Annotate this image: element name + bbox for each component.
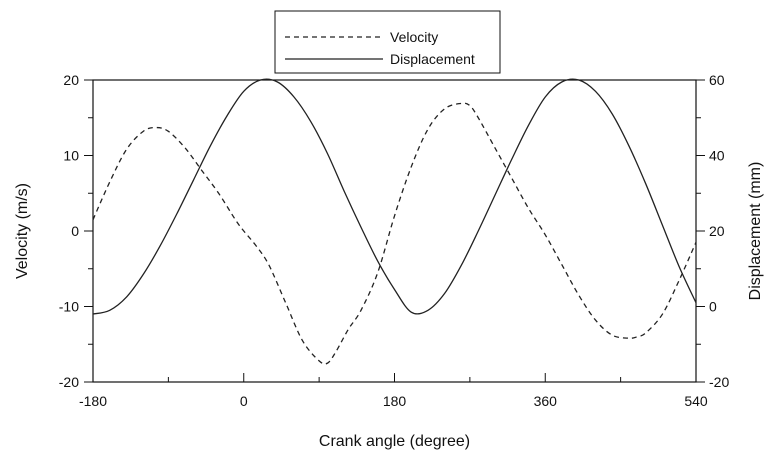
- legend-displacement-label: Displacement: [390, 51, 475, 67]
- displacement-series-line: [92, 78, 697, 315]
- y2-tick-label: 40: [709, 148, 725, 164]
- y-tick-label: -20: [59, 374, 79, 390]
- legend: Velocity Displacement: [274, 10, 501, 74]
- x-tick-label: 180: [383, 393, 407, 409]
- y-tick-label: 10: [63, 148, 79, 164]
- x-tick-label: 0: [240, 393, 248, 409]
- y2-axis-title: Displacement (mm): [747, 162, 764, 301]
- x-tick-label: 360: [534, 393, 558, 409]
- plot-frame: [92, 79, 697, 383]
- tick-marks: [84, 79, 705, 383]
- y2-tick-label: 0: [709, 299, 717, 315]
- x-axis-title: Crank angle (degree): [319, 433, 470, 450]
- legend-velocity-label: Velocity: [390, 29, 438, 45]
- y-tick-label: -10: [59, 299, 79, 315]
- y2-tick-label: 20: [709, 223, 725, 239]
- y2-tick-label: 60: [709, 72, 725, 88]
- velocity-series-line: [92, 102, 697, 365]
- series-layer: [92, 78, 697, 365]
- x-tick-label: -180: [79, 393, 107, 409]
- legend-box: [274, 10, 501, 74]
- y-tick-label: 0: [71, 223, 79, 239]
- y2-tick-label: -20: [709, 374, 729, 390]
- y-axis-title: Velocity (m/s): [14, 183, 31, 279]
- x-tick-label: 540: [684, 393, 708, 409]
- y-tick-label: 20: [63, 72, 79, 88]
